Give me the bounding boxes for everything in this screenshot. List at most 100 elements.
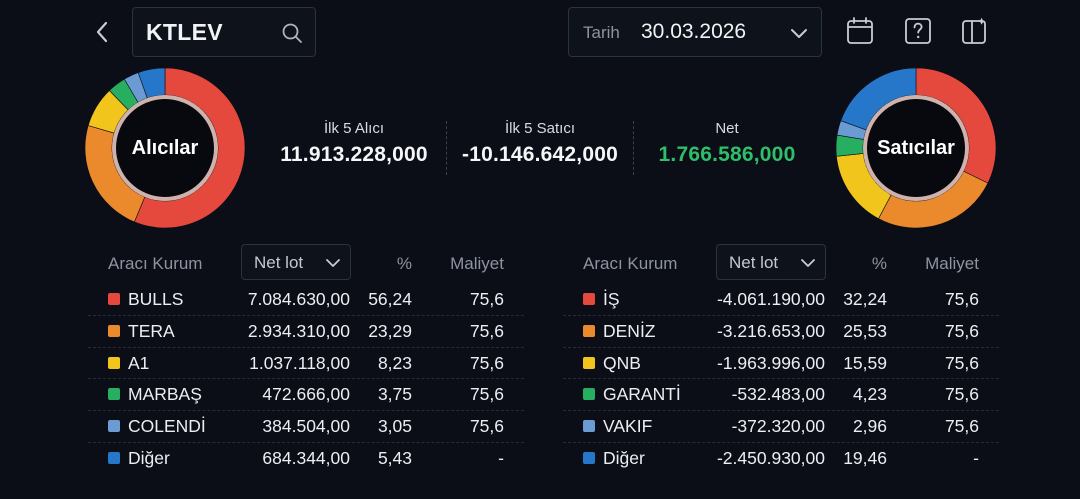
buyers-donut-svg	[84, 67, 246, 229]
broker-name: BULLS	[128, 289, 184, 309]
cost-value: 75,6	[469, 289, 504, 309]
table-row[interactable]: VAKIF -372.320,00 2,96 75,6	[563, 411, 999, 443]
table-row[interactable]: GARANTİ -532.483,00 4,23 75,6	[563, 379, 999, 412]
col-header-cost: Maliyet	[925, 254, 979, 273]
date-value[interactable]: 30.03.2026	[641, 20, 747, 43]
color-swatch	[583, 420, 595, 433]
color-swatch	[583, 451, 595, 464]
buyers-table-header: Aracı Kurum Net lot % Maliyet	[88, 244, 524, 284]
sellers-donut-chart: Satıcılar	[835, 67, 997, 229]
percent-value: 3,75	[377, 384, 412, 405]
color-swatch	[108, 293, 120, 305]
symbol-search-input[interactable]: KTLEV	[146, 19, 223, 45]
sellers-donut-label: Satıcılar	[877, 136, 955, 159]
summary-divider	[633, 121, 634, 175]
cost-value: -	[498, 447, 504, 468]
percent-value: 3,05	[377, 416, 412, 437]
net-lot-value: -2.450.930,00	[716, 447, 825, 468]
col-header-cost: Maliyet	[450, 254, 504, 273]
broker-name: COLENDİ	[128, 416, 206, 437]
table-row[interactable]: QNB -1.963.996,00 15,59 75,6	[563, 348, 999, 380]
calendar-icon[interactable]	[845, 16, 875, 46]
donut-center	[867, 99, 965, 197]
cost-value: 75,6	[944, 320, 979, 341]
date-select[interactable]: Tarih 30.03.2026	[568, 7, 822, 57]
net-lot-value: -1.963.996,00	[716, 352, 825, 373]
chevron-left-icon	[96, 21, 108, 43]
broker-name: İŞ	[603, 289, 620, 309]
broker-name: VAKIF	[603, 416, 653, 437]
percent-value: 32,24	[843, 289, 887, 309]
help-icon[interactable]	[903, 16, 933, 46]
search-icon[interactable]	[281, 22, 303, 44]
sellers-table-header: Aracı Kurum Net lot % Maliyet	[563, 244, 999, 284]
percent-value: 25,53	[843, 320, 887, 341]
percent-value: 2,96	[852, 416, 887, 437]
net-value: 1.766.586,000	[658, 143, 796, 166]
buyers-donut-chart: Alıcılar	[84, 67, 246, 229]
broker-name: TERA	[128, 320, 175, 341]
net-lot-dropdown[interactable]: Net lot	[716, 244, 826, 280]
buyers-table-body: BULLS 7.084.630,00 56,24 75,6 TERA 2.934.310,…	[88, 284, 524, 475]
chevron-down-icon[interactable]	[789, 23, 809, 43]
broker-name: A1	[128, 352, 150, 373]
buyers-table: Aracı Kurum Net lot % Maliyet BULLS 7.084…	[88, 244, 524, 475]
net-lot-dropdown[interactable]: Net lot	[241, 244, 351, 280]
table-row[interactable]: COLENDİ 384.504,00 3,05 75,6	[88, 411, 524, 443]
percent-value: 23,29	[368, 320, 412, 341]
col-header-percent: %	[396, 254, 412, 273]
net-lot-value: 384.504,00	[262, 416, 350, 437]
top-bar: KTLEV Tarih 30.03.2026	[0, 0, 1080, 64]
cost-value: 75,6	[944, 416, 979, 437]
symbol-search-field[interactable]: KTLEV	[132, 7, 316, 57]
net-lot-value: 2.934.310,00	[247, 320, 350, 341]
cost-value: 75,6	[469, 352, 504, 373]
donut-center	[116, 99, 214, 197]
top5-buyers-summary: İlk 5 Alıcı 11.913.228,000	[262, 120, 446, 176]
broker-name: Diğer	[128, 447, 170, 468]
table-row[interactable]: TERA 2.934.310,00 23,29 75,6	[88, 316, 524, 348]
buyers-donut-label: Alıcılar	[131, 136, 199, 159]
net-lot-value: -532.483,00	[731, 384, 825, 405]
percent-value: 15,59	[843, 352, 887, 373]
cost-value: -	[973, 447, 979, 468]
col-header-broker: Aracı Kurum	[108, 254, 203, 273]
col-header-broker: Aracı Kurum	[583, 254, 678, 273]
table-row[interactable]: A1 1.037.118,00 8,23 75,6	[88, 348, 524, 380]
color-swatch	[583, 293, 595, 305]
broker-name: DENİZ	[603, 320, 656, 341]
top5-buyers-value: 11.913.228,000	[280, 143, 428, 166]
col-header-percent: %	[871, 254, 887, 273]
table-row[interactable]: Diğer 684.344,00 5,43 -	[88, 443, 524, 475]
back-button[interactable]	[90, 18, 114, 46]
broker-name: GARANTİ	[603, 384, 681, 405]
net-lot-value: 7.084.630,00	[247, 289, 350, 309]
table-row[interactable]: İŞ -4.061.190,00 32,24 75,6	[563, 284, 999, 316]
color-swatch	[583, 356, 595, 369]
table-row[interactable]: DENİZ -3.216.653,00 25,53 75,6	[563, 316, 999, 348]
chevron-down-icon	[801, 259, 815, 267]
broker-name: Diğer	[603, 447, 645, 468]
top5-sellers-value: -10.146.642,000	[462, 143, 618, 166]
percent-value: 4,23	[852, 384, 887, 405]
percent-value: 5,43	[377, 447, 412, 468]
date-label: Tarih	[583, 23, 620, 42]
net-caption: Net	[715, 120, 739, 137]
color-swatch	[108, 420, 120, 433]
broker-name: MARBAŞ	[128, 384, 202, 405]
chevron-down-icon	[326, 259, 340, 267]
cost-value: 75,6	[944, 289, 979, 309]
table-row[interactable]: BULLS 7.084.630,00 56,24 75,6	[88, 284, 524, 316]
table-row[interactable]: MARBAŞ 472.666,00 3,75 75,6	[88, 379, 524, 412]
cost-value: 75,6	[469, 384, 504, 405]
cost-value: 75,6	[944, 384, 979, 405]
color-swatch	[108, 388, 120, 401]
table-row[interactable]: Diğer -2.450.930,00 19,46 -	[563, 443, 999, 475]
color-swatch	[108, 356, 120, 369]
cost-value: 75,6	[469, 416, 504, 437]
layout-switch-icon[interactable]	[960, 16, 990, 46]
sellers-donut-svg	[835, 67, 997, 229]
cost-value: 75,6	[469, 320, 504, 341]
top5-sellers-summary: İlk 5 Satıcı -10.146.642,000	[447, 120, 633, 176]
net-lot-dropdown-label: Net lot	[254, 253, 304, 272]
